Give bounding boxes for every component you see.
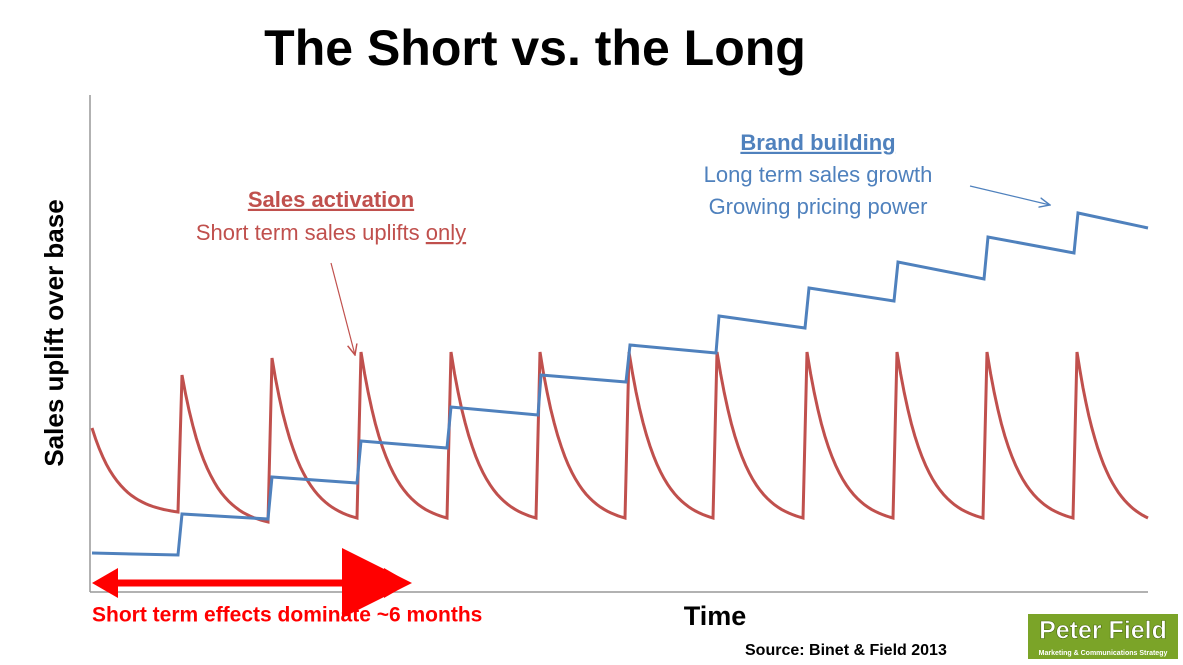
source: Source: Binet & Field 2013 [745, 642, 947, 659]
x-axis-label: Time [684, 601, 747, 631]
span-arrow-head [92, 568, 118, 598]
title: The Short vs. the Long [264, 20, 806, 76]
brand-building-pointer [969, 185, 1050, 205]
sales-activation-curve [90, 351, 1149, 524]
brand-building-title: Brand building [740, 130, 895, 155]
logo-name: Peter Field [1039, 617, 1167, 645]
sales-activation-text: Short term sales uplifts only [196, 220, 466, 245]
y-axis-label: Sales uplift over base [39, 199, 69, 466]
sales-activation-emphasis: only [426, 220, 466, 245]
sales-activation-line: Short term sales uplifts [196, 220, 420, 245]
brand-building-curve [91, 211, 1149, 557]
logo-tagline: Marketing & Communications Strategy [1039, 650, 1168, 657]
span-label: Short term effects dominate ~6 months [92, 604, 482, 627]
brand-building-line: Long term sales growth [704, 162, 933, 187]
sales-activation-title: Sales activation [248, 187, 414, 212]
sales-activation-pointer [330, 262, 355, 355]
logo-box [1028, 614, 1178, 659]
brand-building-line: Growing pricing power [709, 194, 928, 219]
span-arrow-head [384, 568, 410, 598]
